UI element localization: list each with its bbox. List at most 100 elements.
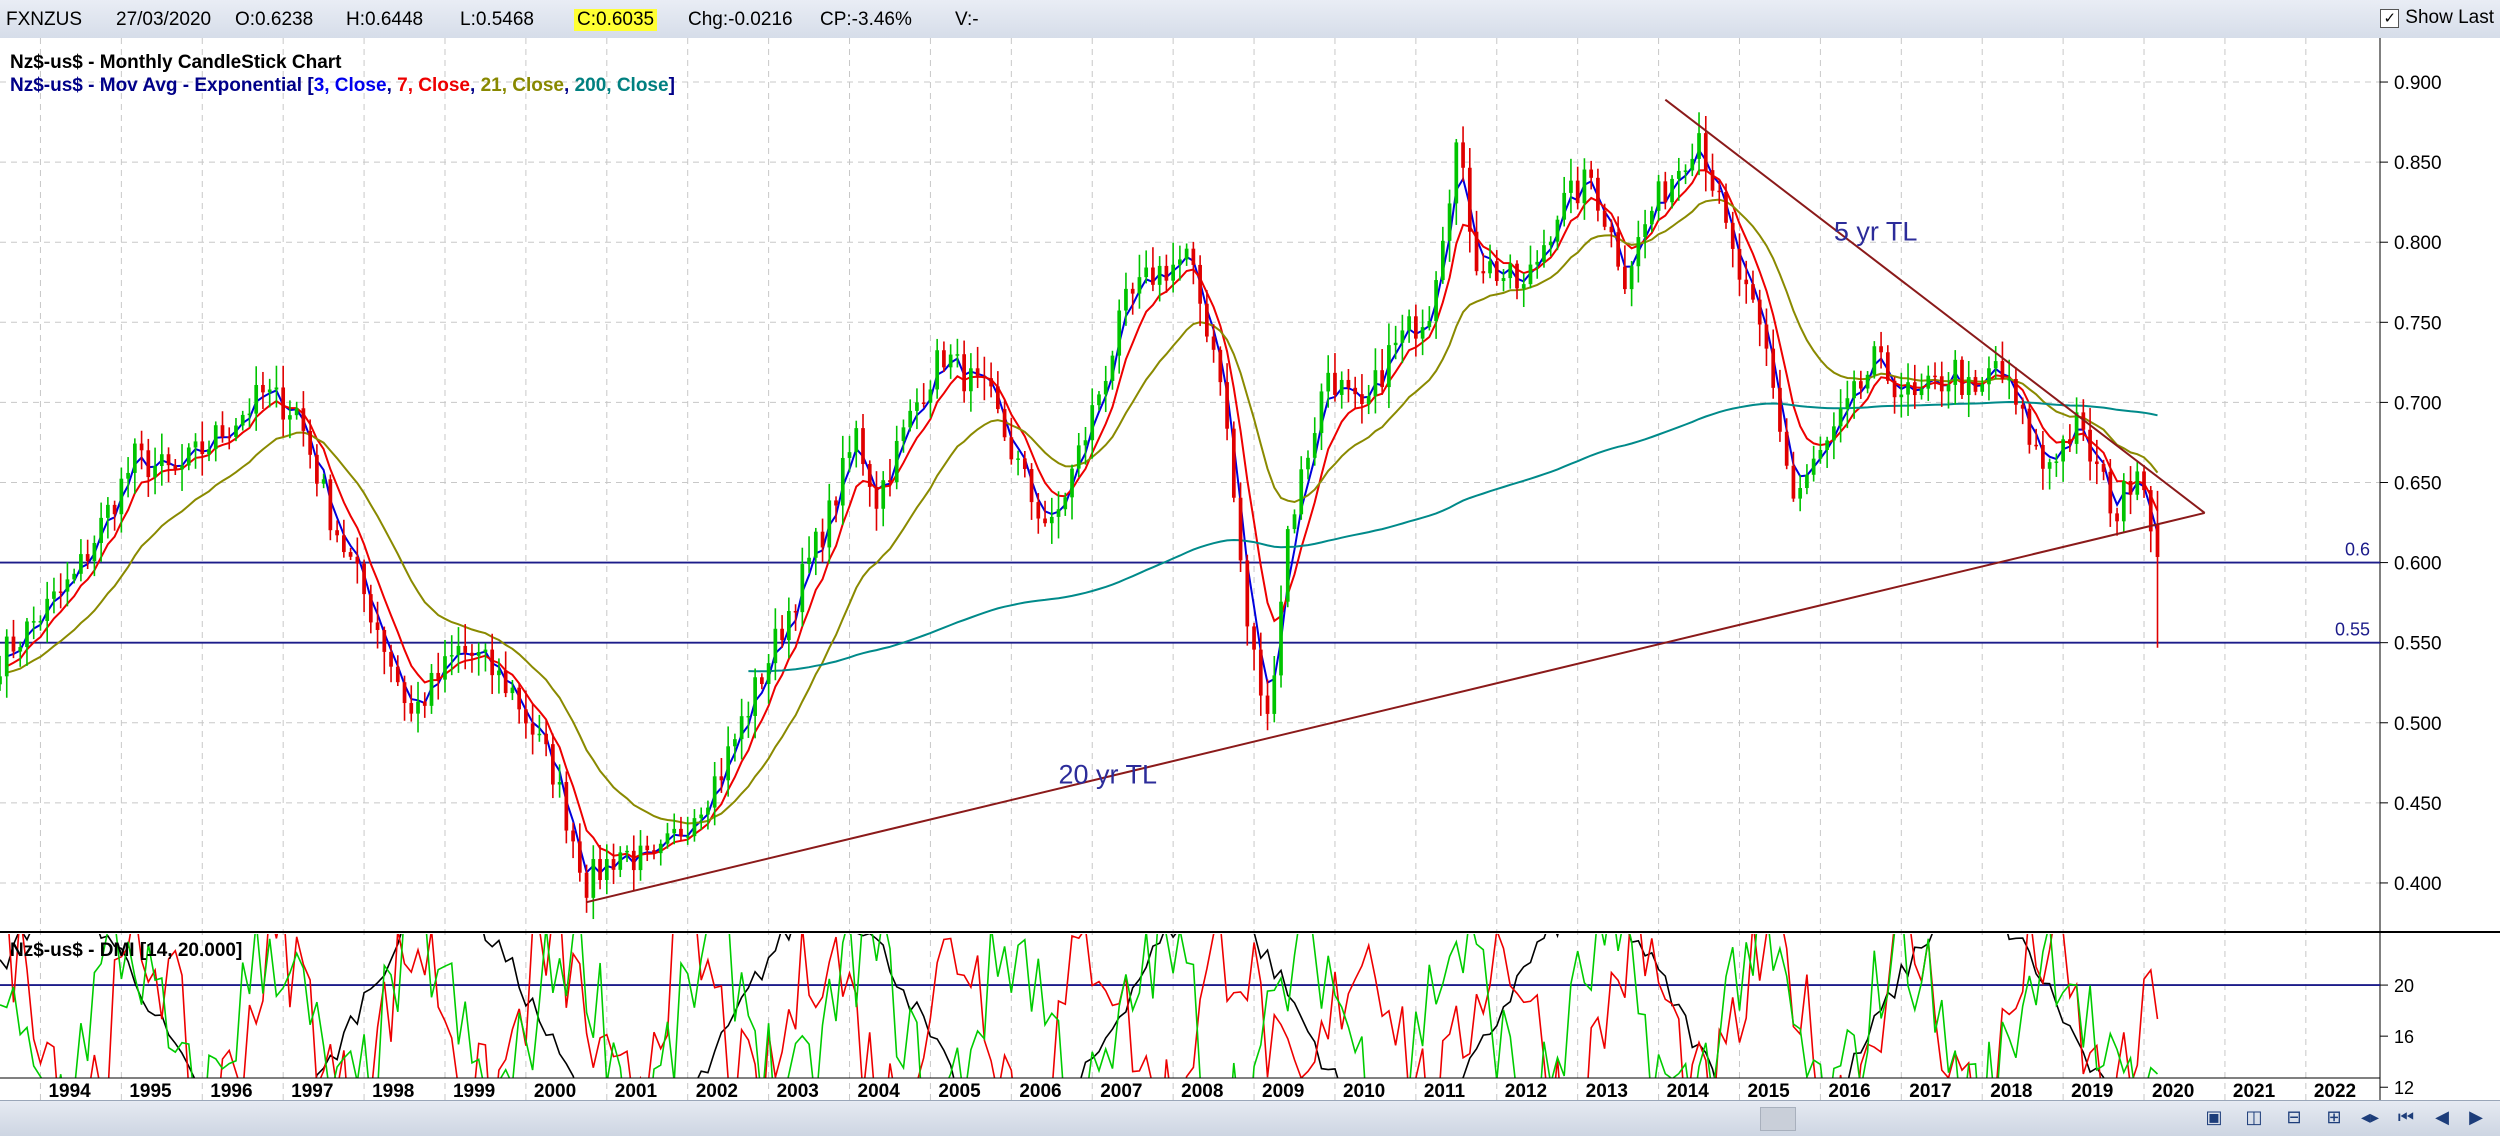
candle-body [2108, 471, 2113, 514]
candle-body [79, 554, 83, 574]
scroll-thumb[interactable] [1760, 1107, 1796, 1131]
candle-body [18, 647, 23, 652]
candle-body [1184, 248, 1189, 260]
candle-body [2101, 464, 2106, 472]
show-last-toggle[interactable]: ✓ Show Last [2380, 7, 2494, 29]
candle-body [544, 733, 548, 745]
candle-body [2007, 378, 2012, 381]
candle-body [436, 672, 441, 680]
bottom-scrollbar[interactable]: ▣ ◫ ⊟ ⊞ ◂▸ ⏮ ◀ ▶ [0, 1100, 2500, 1136]
candle-body [753, 677, 757, 716]
candle-body [699, 814, 704, 819]
candle-body [2020, 404, 2025, 409]
candle-body [1218, 349, 1223, 383]
candle-body [1346, 379, 1351, 388]
zoom-icon[interactable]: ◫ [2245, 1107, 2263, 1128]
candle-body [1366, 396, 1371, 404]
candles [0, 112, 2160, 920]
show-last-checkbox-icon[interactable]: ✓ [2380, 8, 2400, 28]
candle-body [1832, 426, 1836, 441]
candle-body [1946, 384, 1951, 392]
candle-body [813, 531, 818, 558]
candle-body [800, 564, 805, 613]
candle-body [335, 530, 339, 536]
x-tick-label: 2020 [2152, 1081, 2194, 1100]
candle-body [874, 486, 879, 509]
ma-legend-suffix: ] [669, 75, 675, 96]
scroll-right-icon[interactable]: ▶ [2469, 1107, 2483, 1128]
y-tick-label: 0.700 [2394, 393, 2442, 414]
candle-body [38, 621, 43, 623]
candle-body [901, 427, 906, 441]
candle-body [1400, 330, 1405, 343]
candle-body [1097, 394, 1101, 406]
candle-body [1494, 261, 1499, 282]
candle-body [1515, 263, 1519, 289]
candle-body [375, 622, 380, 630]
candle-body [820, 531, 825, 548]
candle-body [618, 852, 623, 870]
candle-body [200, 441, 205, 455]
candle-body [652, 850, 656, 854]
x-tick-label: 2019 [2071, 1081, 2113, 1100]
candle-body [1649, 210, 1654, 225]
candle-body [1744, 279, 1749, 285]
x-tick-label: 1995 [129, 1081, 172, 1100]
candle-body [1623, 266, 1627, 290]
candle-body [99, 517, 103, 543]
candle-body [665, 833, 670, 844]
x-tick-label: 2004 [858, 1081, 901, 1100]
candle-body [261, 384, 265, 393]
candle-body [288, 415, 292, 420]
scroll-start-icon[interactable]: ⏮ [2397, 1107, 2415, 1128]
high-value: H:0.6448 [346, 9, 424, 30]
scroll-both-icon[interactable]: ◂▸ [2360, 1107, 2380, 1128]
candle-body [1697, 133, 1701, 159]
x-tick-label: 2017 [1909, 1081, 1951, 1100]
candle-body [1555, 219, 1560, 242]
level-label: 0.6 [2345, 540, 2370, 560]
candle-body [760, 677, 764, 685]
candle-body [112, 504, 117, 515]
candle-body [1501, 278, 1506, 282]
compress-icon[interactable]: ⊟ [2286, 1107, 2302, 1128]
candle-body [220, 425, 225, 437]
expand-icon[interactable]: ⊞ [2326, 1107, 2342, 1128]
candle-body [1157, 265, 1162, 285]
x-tick-label: 2008 [1181, 1081, 1223, 1100]
candle-body [1737, 248, 1742, 280]
candle-body [1279, 601, 1283, 676]
candle-body [2000, 361, 2005, 380]
candle-body [2034, 444, 2039, 447]
candle-body [1440, 240, 1445, 281]
candle-body [321, 479, 326, 484]
chart-title: Nz$-us$ - Monthly CandleStick Chart [10, 52, 342, 73]
candle-body [1521, 284, 1526, 289]
candle-body [1387, 345, 1391, 388]
price-chart[interactable]: 0.400 0.450 0.500 0.550 0.600 0.650 0.700 0.750… [0, 38, 2500, 1100]
candle-body [1542, 245, 1546, 262]
trendline[interactable] [586, 511, 2205, 904]
candle-body [1339, 379, 1344, 395]
trendline[interactable] [1664, 98, 2206, 514]
candle-body [1360, 394, 1364, 404]
candle-body [1710, 170, 1715, 191]
candle-body [1306, 457, 1310, 470]
candle-body [530, 723, 535, 735]
candle-body [1191, 248, 1196, 265]
candle-body [1872, 346, 1877, 375]
candle-body [368, 594, 373, 623]
candle-body [443, 656, 447, 680]
candle-body [1575, 180, 1580, 204]
chart-settings-icon[interactable]: ▣ [2205, 1107, 2223, 1128]
candle-body [1245, 560, 1250, 627]
scroll-left-icon[interactable]: ◀ [2435, 1107, 2449, 1128]
candle-body [234, 425, 238, 437]
candle-body [1393, 342, 1398, 346]
change-percent-value: CP:-3.46% [820, 9, 912, 30]
candle-body [389, 651, 393, 667]
candle-body [537, 733, 542, 736]
candle-body [2041, 445, 2045, 469]
candle-body [429, 672, 434, 706]
trendlines [586, 98, 2206, 904]
